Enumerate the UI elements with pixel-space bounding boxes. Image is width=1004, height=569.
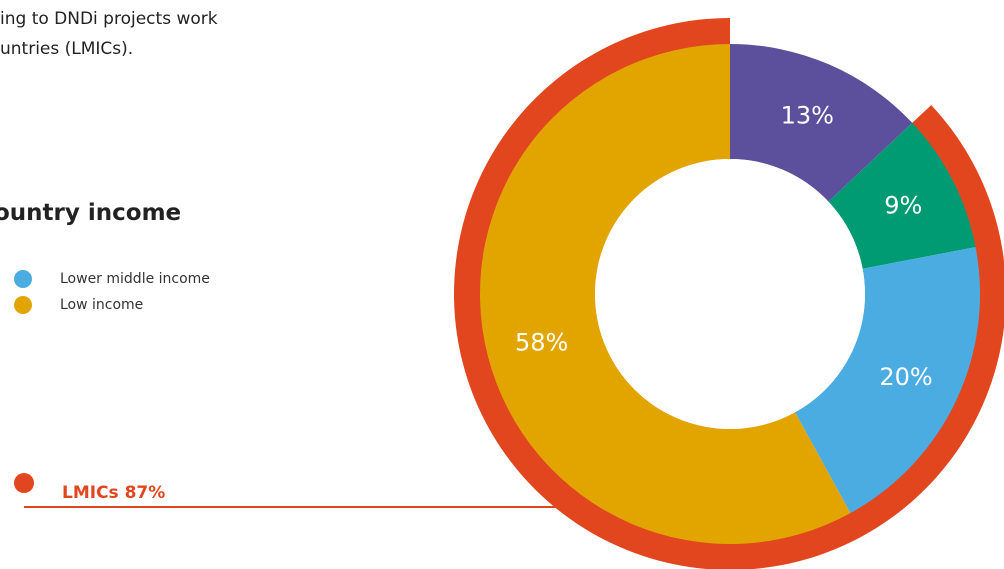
legend-label-low-income: Low income: [60, 297, 144, 313]
legend-label-lower-middle-income: Lower middle income: [60, 271, 210, 287]
legend-item-lower-middle-income: Lower middle income: [14, 268, 210, 290]
legend: Lower middle income Low income: [14, 268, 210, 320]
slice-label-4: 58%: [515, 328, 568, 356]
donut-slice-2: [828, 122, 976, 269]
legend-title: ountry income: [0, 200, 182, 226]
legend-swatch-low-income: [14, 296, 32, 314]
donut-slice-3: [795, 247, 980, 514]
slice-label-2: 9%: [884, 192, 922, 220]
donut-slice-1: [730, 44, 913, 202]
slice-label-1: 13%: [781, 101, 834, 129]
donut-slice-4: [480, 44, 851, 544]
slice-layer: [480, 44, 980, 544]
legend-item-low-income: Low income: [14, 294, 210, 316]
intro-line-2: untries (LMICs).: [0, 39, 134, 59]
label-layer: 13% 9% 20% 58%: [515, 101, 933, 390]
intro-text: ing to DNDi projects work untries (LMICs…: [0, 4, 420, 64]
legend-swatch-lower-middle-income: [14, 270, 32, 288]
slice-label-3: 20%: [879, 363, 932, 391]
intro-line-1: ing to DNDi projects work: [0, 9, 218, 29]
donut-hole: [595, 159, 865, 429]
lmic-marker-dot: [14, 473, 34, 493]
lmic-label: LMICs 87%: [62, 483, 166, 503]
